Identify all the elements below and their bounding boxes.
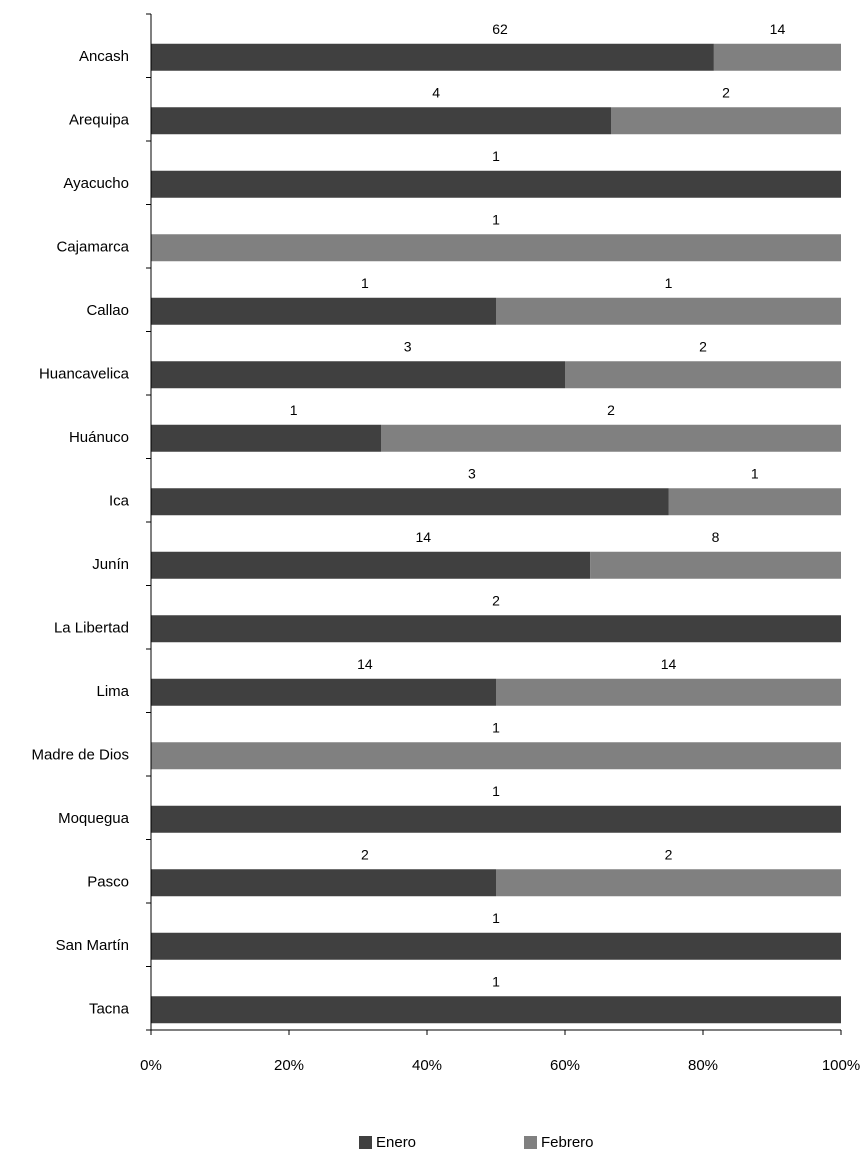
data-label-febrero-7: 1 <box>751 466 759 482</box>
x-tick-label-4: 80% <box>688 1057 718 1074</box>
category-label-13: Pasco <box>87 874 129 891</box>
data-label-enero-8: 14 <box>415 529 431 545</box>
data-label-febrero-0: 14 <box>770 21 786 37</box>
data-label-enero-10: 14 <box>357 656 373 672</box>
data-label-enero-12: 1 <box>492 783 500 799</box>
x-tick-label-1: 20% <box>274 1057 304 1074</box>
bar-enero-8 <box>151 551 591 579</box>
category-label-2: Ayacucho <box>63 175 129 192</box>
data-label-enero-14: 1 <box>492 910 500 926</box>
data-label-enero-5: 3 <box>404 339 412 355</box>
bar-enero-4 <box>151 297 496 325</box>
bar-febrero-1 <box>611 107 841 135</box>
bar-enero-5 <box>151 361 565 389</box>
data-label-enero-0: 62 <box>492 21 508 37</box>
bar-enero-1 <box>151 107 611 135</box>
data-label-febrero-6: 2 <box>607 402 615 418</box>
bars-layer <box>151 43 841 1024</box>
data-label-enero-6: 1 <box>290 402 298 418</box>
bar-febrero-8 <box>590 551 841 579</box>
bar-enero-9 <box>151 615 841 643</box>
bar-febrero-11 <box>151 742 841 770</box>
category-label-10: Lima <box>96 683 129 700</box>
bar-febrero-6 <box>381 424 841 452</box>
category-label-12: Moquegua <box>58 810 130 827</box>
legend-label-febrero: Febrero <box>541 1134 594 1151</box>
data-label-febrero-10: 14 <box>661 656 677 672</box>
bar-febrero-4 <box>496 297 841 325</box>
category-label-1: Arequipa <box>69 112 130 129</box>
x-tick-label-3: 60% <box>550 1057 580 1074</box>
bar-enero-0 <box>151 43 714 71</box>
bar-enero-15 <box>151 996 841 1024</box>
category-label-11: Madre de Dios <box>31 747 129 764</box>
category-label-3: Cajamarca <box>56 239 129 256</box>
data-label-febrero-3: 1 <box>492 212 500 228</box>
category-label-14: San Martín <box>56 937 129 954</box>
category-label-6: Huánuco <box>69 429 129 446</box>
data-label-febrero-5: 2 <box>699 339 707 355</box>
legend-label-enero: Enero <box>376 1134 416 1151</box>
category-label-7: Ica <box>109 493 130 510</box>
x-tick-label-2: 40% <box>412 1057 442 1074</box>
category-label-8: Junín <box>92 556 129 573</box>
data-label-enero-9: 2 <box>492 593 500 609</box>
category-label-15: Tacna <box>89 1001 130 1018</box>
data-label-febrero-11: 1 <box>492 720 500 736</box>
bar-febrero-13 <box>496 869 841 897</box>
bar-enero-10 <box>151 678 496 706</box>
bar-enero-2 <box>151 170 841 198</box>
data-label-febrero-13: 2 <box>665 847 673 863</box>
data-label-enero-1: 4 <box>432 85 440 101</box>
category-label-9: La Libertad <box>54 620 129 637</box>
legend: Enero Febrero <box>359 1134 594 1151</box>
labels-layer: 62 14 Ancash 4 2 Arequipa 1 Ayacucho 1 Cajamarca 1… <box>31 21 785 1018</box>
data-label-enero-4: 1 <box>361 275 369 291</box>
data-label-febrero-8: 8 <box>712 529 720 545</box>
data-label-febrero-4: 1 <box>665 275 673 291</box>
category-label-4: Callao <box>86 302 129 319</box>
bar-febrero-10 <box>496 678 841 706</box>
data-label-enero-13: 2 <box>361 847 369 863</box>
bar-febrero-5 <box>565 361 841 389</box>
data-label-enero-2: 1 <box>492 148 500 164</box>
legend-swatch-enero <box>359 1136 372 1149</box>
category-label-0: Ancash <box>79 48 129 65</box>
bar-enero-6 <box>151 424 381 452</box>
legend-swatch-febrero <box>524 1136 537 1149</box>
bar-febrero-0 <box>713 43 841 71</box>
bar-enero-13 <box>151 869 496 897</box>
data-label-enero-15: 1 <box>492 974 500 990</box>
axes-layer: 0% 20% 40% 60% 80% 100% <box>140 13 860 1074</box>
x-tick-label-0: 0% <box>140 1057 162 1074</box>
category-label-5: Huancavelica <box>39 366 130 383</box>
data-label-enero-7: 3 <box>468 466 476 482</box>
bar-enero-12 <box>151 805 841 833</box>
bar-enero-7 <box>151 488 669 516</box>
data-label-febrero-1: 2 <box>722 85 730 101</box>
bar-febrero-7 <box>668 488 841 516</box>
x-tick-label-5: 100% <box>822 1057 860 1074</box>
bar-febrero-3 <box>151 234 841 262</box>
bar-enero-14 <box>151 932 841 960</box>
